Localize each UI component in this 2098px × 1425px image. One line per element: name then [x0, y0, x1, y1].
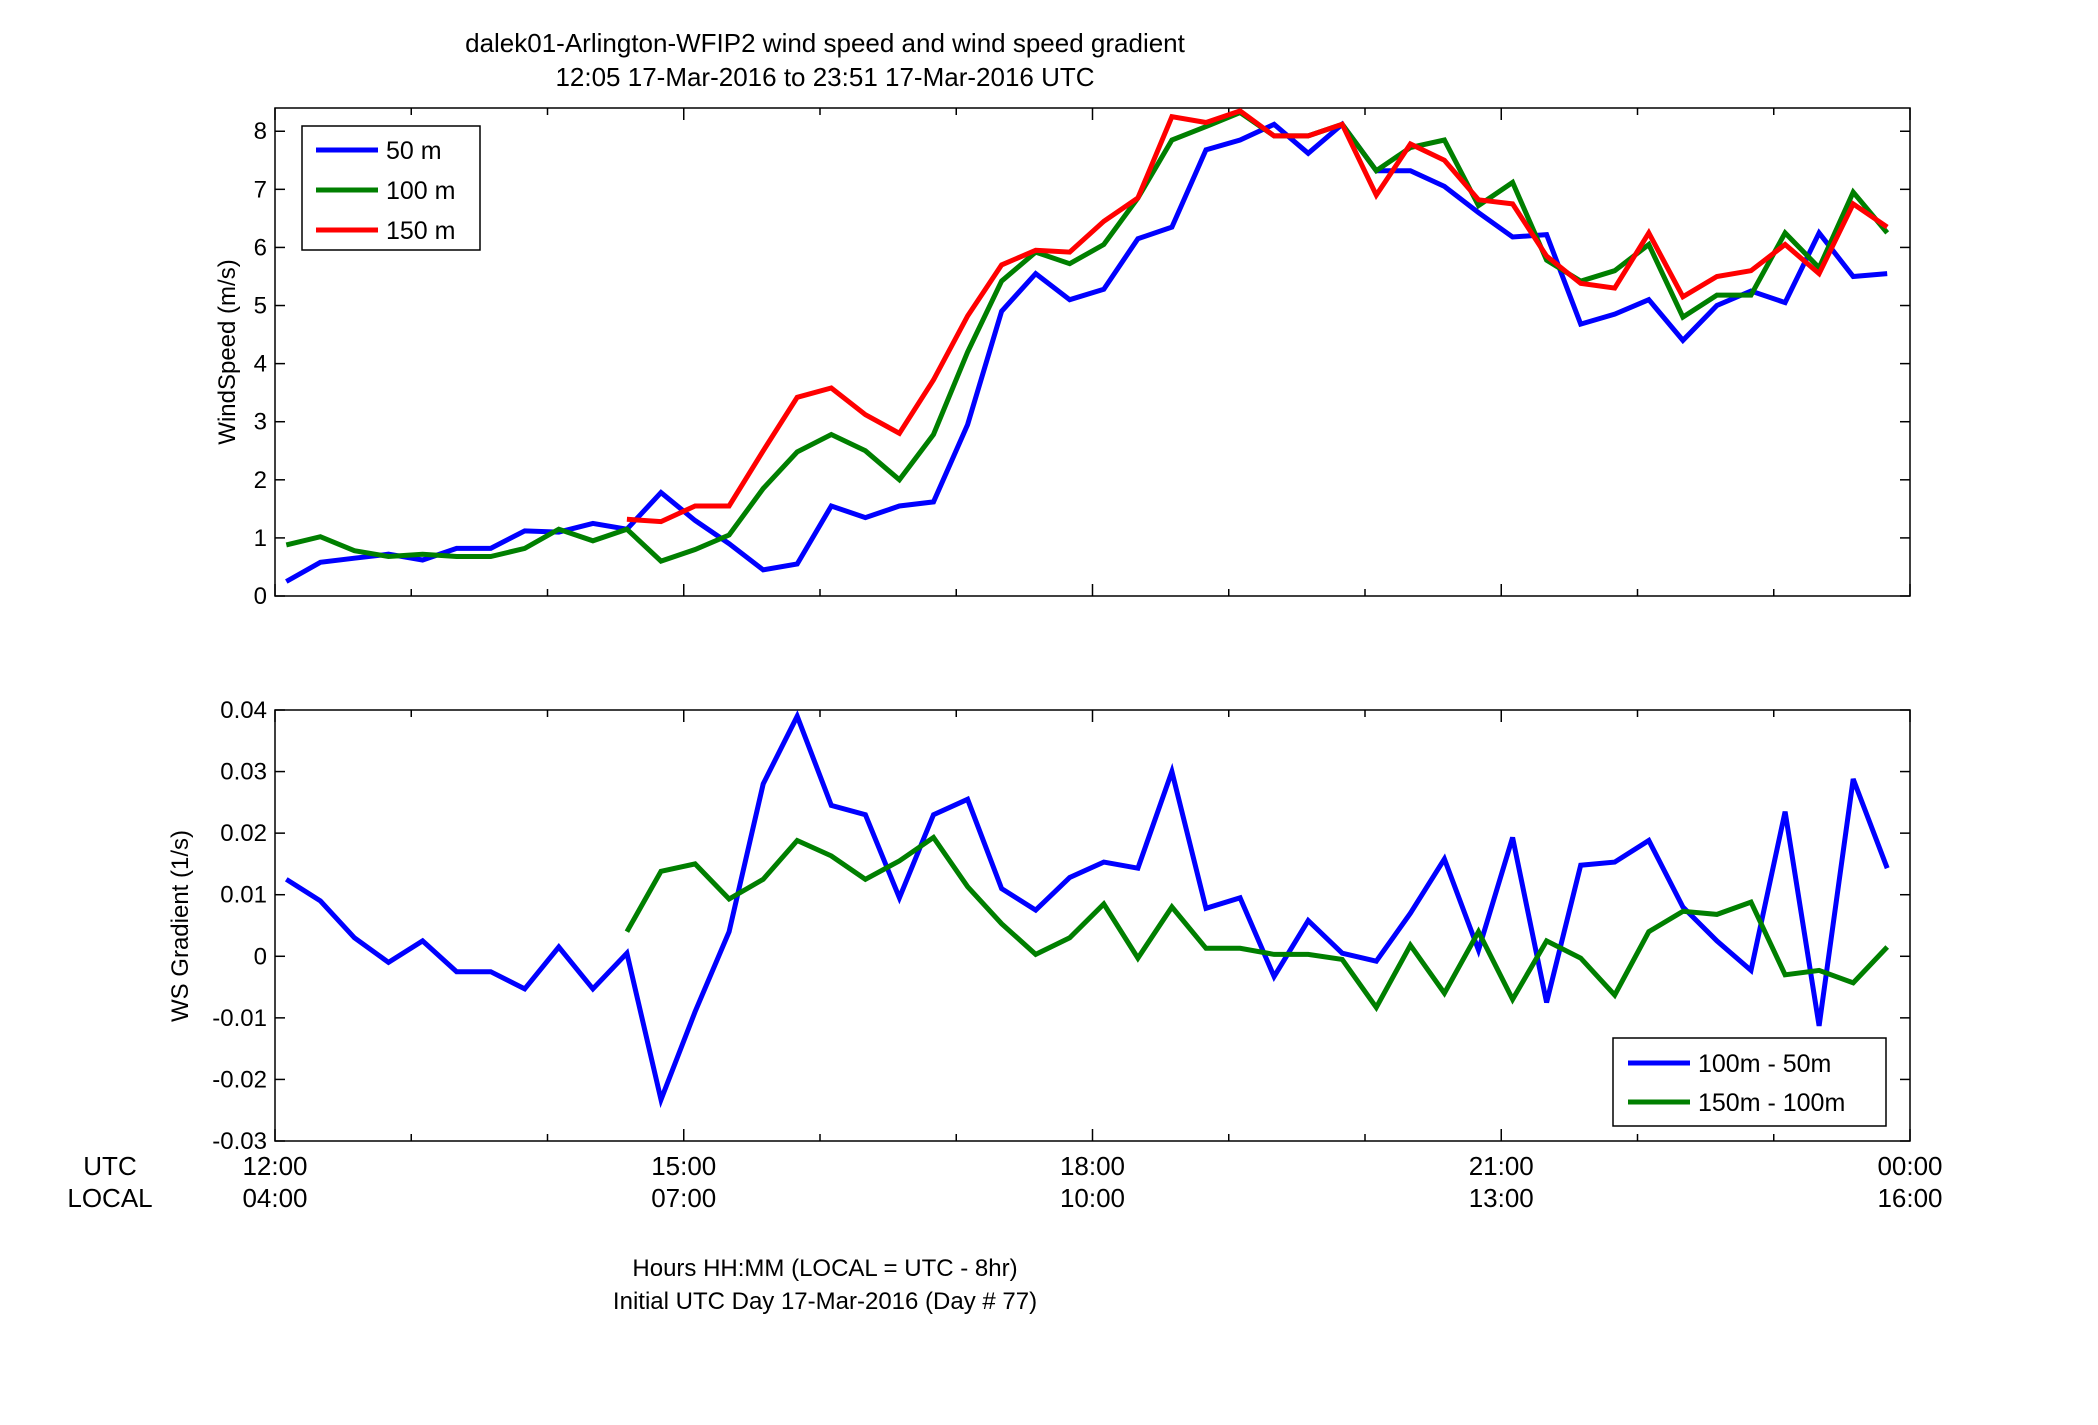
- gradient-panel: -0.03 -0.02 -0.01 0 0.01 0.02 0.03 0.04 WS Grad…: [167, 697, 1911, 1155]
- windspeed-y-tick-label: 6: [254, 234, 267, 261]
- gradient-line-150m-100m: [624, 834, 1890, 1013]
- gradient-line-100m-50m: [284, 710, 1890, 1109]
- x-tick-label-utc: 21:00: [1469, 1151, 1534, 1181]
- windspeed-y-tick-label: 7: [254, 176, 267, 203]
- x-tick-label-utc: 18:00: [1060, 1151, 1125, 1181]
- windspeed-y-tick-label: 0: [254, 583, 267, 610]
- windspeed-y-ticks: 0 1 2 3 4 5 6 7 8: [254, 118, 1910, 610]
- gradient-y-tick-label: 0.02: [220, 820, 267, 847]
- legend-label-150m-100m: 150m - 100m: [1698, 1089, 1845, 1117]
- chart-title-line2: 12:05 17-Mar-2016 to 23:51 17-Mar-2016 U…: [555, 62, 1094, 92]
- legend-label-100m: 100 m: [386, 177, 455, 205]
- gradient-y-tick-label: 0.04: [220, 697, 267, 724]
- gradient-y-tick-label: 0.03: [220, 759, 267, 786]
- x-tick-label-local: 16:00: [1877, 1183, 1942, 1213]
- windspeed-y-tick-label: 4: [254, 351, 267, 378]
- gradient-y-tick-label: -0.02: [212, 1066, 267, 1093]
- windspeed-y-axis-label: WindSpeed (m/s): [214, 259, 241, 444]
- windspeed-series: [285, 108, 1890, 584]
- x-tick-label-local: 07:00: [651, 1183, 716, 1213]
- windspeed-y-tick-label: 2: [254, 467, 267, 494]
- gradient-y-ticks: -0.03 -0.02 -0.01 0 0.01 0.02 0.03 0.04: [212, 697, 1910, 1155]
- gradient-y-tick-label: -0.01: [212, 1005, 267, 1032]
- gradient-x-ticks: [274, 710, 1911, 1141]
- gradient-y-tick-label: 0.01: [220, 882, 267, 909]
- legend-label-100m-50m: 100m - 50m: [1698, 1050, 1831, 1078]
- utc-row-label: UTC: [83, 1151, 136, 1181]
- windspeed-y-tick-label: 8: [254, 118, 267, 145]
- legend-label-50m: 50 m: [386, 137, 442, 165]
- windspeed-x-ticks: [274, 108, 1911, 596]
- x-axis-label-line2: Initial UTC Day 17-Mar-2016 (Day # 77): [613, 1288, 1037, 1315]
- windspeed-y-tick-label: 5: [254, 293, 267, 320]
- chart-title-line1: dalek01-Arlington-WFIP2 wind speed and w…: [465, 28, 1186, 58]
- windspeed-line-150-m: [626, 108, 1889, 525]
- gradient-legend: 100m - 50m 150m - 100m: [1612, 1037, 1887, 1127]
- windspeed-line-100-m: [285, 109, 1890, 564]
- gradient-y-tick-label: -0.03: [212, 1128, 267, 1155]
- windspeed-y-tick-label: 3: [254, 409, 267, 436]
- gradient-legend-box: [1612, 1037, 1887, 1127]
- windspeed-panel: 0 1 2 3 4 5 6 7 8 WindSpeed (m/s) 50 m 100 m 150…: [214, 107, 1911, 610]
- windspeed-legend: 50 m 100 m 150 m: [301, 125, 481, 251]
- x-tick-label-utc: 15:00: [651, 1151, 716, 1181]
- x-tick-label-local: 13:00: [1469, 1183, 1534, 1213]
- x-axis-label-line1: Hours HH:MM (LOCAL = UTC - 8hr): [632, 1255, 1017, 1282]
- gradient-series: [284, 710, 1890, 1109]
- gradient-y-axis-label: WS Gradient (1/s): [167, 830, 194, 1022]
- local-row-label: LOCAL: [67, 1183, 152, 1213]
- x-tick-label-local: 10:00: [1060, 1183, 1125, 1213]
- gradient-y-tick-label: 0: [254, 943, 267, 970]
- legend-label-150m: 150 m: [386, 217, 455, 245]
- x-tick-label-local: 04:00: [242, 1183, 307, 1213]
- x-tick-label-utc: 00:00: [1877, 1151, 1942, 1181]
- windspeed-y-tick-label: 1: [254, 525, 267, 552]
- windspeed-axes-frame: [274, 107, 1911, 597]
- x-tick-label-utc: 12:00: [242, 1151, 307, 1181]
- windspeed-line-50-m: [285, 120, 1888, 584]
